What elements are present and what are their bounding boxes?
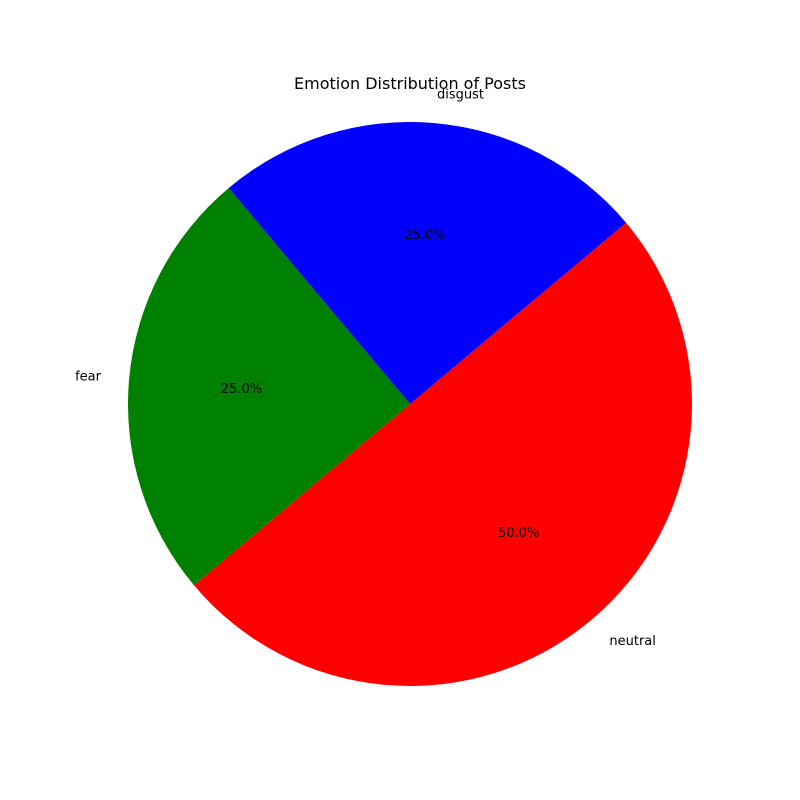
pie-labels: neutral 50.0% fear 25.0% disgust 25.0% [75,87,656,649]
percent-label-fear: 25.0% [221,382,262,397]
slice-label-neutral: neutral [609,634,656,649]
percent-label-neutral: 50.0% [498,526,539,541]
pie-slice-fear [127,187,410,586]
pie-slice-disgust [228,122,627,405]
chart-title: Emotion Distribution of Posts [294,74,526,93]
slice-label-disgust: disgust [437,87,484,102]
pie-slice-neutral [193,222,692,687]
slice-label-fear: fear [75,369,102,384]
percent-label-disgust: 25.0% [404,228,445,243]
pie-slices [127,122,692,687]
